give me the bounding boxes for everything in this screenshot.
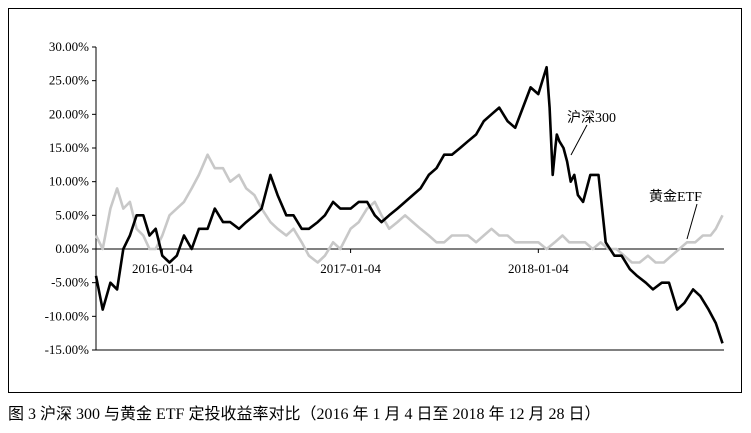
y-tick-label: 15.00% <box>49 140 89 155</box>
y-tick-label: 10.00% <box>49 174 89 189</box>
series-line-hs300 <box>94 65 724 344</box>
gold-etf-annotation: 黄金ETF <box>649 188 702 205</box>
y-tick-label: 0.00% <box>55 241 89 256</box>
x-tick-label: 2017-01-04 <box>320 261 381 276</box>
y-tick-label: 5.00% <box>55 207 89 222</box>
y-tick-label: -15.00% <box>45 342 90 357</box>
hs300-annotation: 沪深300 <box>567 110 616 126</box>
line-chart: 30.00% 25.00% 20.00% 15.00% 10.00% 5.00% 0.00%… <box>45 39 724 357</box>
figure-caption: 图 3 沪深 300 与黄金 ETF 定投收益率对比（2016 年 1 月 4 … <box>8 406 601 423</box>
y-tick-label: 25.00% <box>49 73 89 88</box>
y-tick-label: 30.00% <box>49 39 89 54</box>
series-line-gold-etf <box>94 153 724 264</box>
y-tick-label: -10.00% <box>45 308 90 323</box>
gold-etf-leader-line <box>686 203 698 240</box>
y-tick-label: 20.00% <box>49 106 89 121</box>
y-tick-label: -5.00% <box>51 275 89 290</box>
chart-frame: 30.00% 25.00% 20.00% 15.00% 10.00% 5.00% 0.00%… <box>8 8 742 393</box>
x-tick-label: 2018-01-04 <box>508 261 569 276</box>
x-tick-label: 2016-01-04 <box>132 261 193 276</box>
hs300-leader-line <box>570 124 588 156</box>
